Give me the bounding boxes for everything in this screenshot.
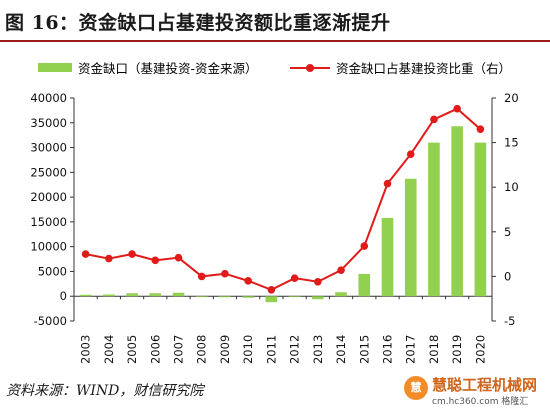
watermark-logo-icon: 慧 <box>404 376 428 400</box>
bar <box>451 126 463 297</box>
y-left-tick-label: 10000 <box>30 240 67 254</box>
x-tick-label: 2017 <box>404 335 418 364</box>
line-point <box>383 179 392 188</box>
legend-item-line: 资金缺口占基建投资比重（右） <box>290 58 511 77</box>
x-tick-label: 2008 <box>195 335 209 364</box>
y-right-tick-label: 0 <box>504 269 511 283</box>
y-left-tick-label: 35000 <box>30 116 67 130</box>
line-point <box>406 150 415 158</box>
bar <box>404 178 417 297</box>
title-bar: 图 16：资金缺口占基建投资额比重逐渐提升 <box>0 6 550 42</box>
x-tick-label: 2019 <box>450 335 464 364</box>
bar <box>172 292 185 297</box>
line-point <box>453 104 461 113</box>
x-tick-label: 2003 <box>79 335 93 364</box>
x-tick-label: 2016 <box>381 335 395 364</box>
line-point <box>314 277 322 286</box>
y-right-tick-label: 20 <box>504 91 519 105</box>
line-point <box>81 250 90 258</box>
x-tick-label: 2007 <box>172 335 186 364</box>
bar <box>474 142 487 297</box>
watermark-name: 慧聪工程机械网 <box>432 376 538 394</box>
legend: 资金缺口（基建投资-资金来源） 资金缺口占基建投资比重（右） <box>0 58 550 78</box>
x-tick-label: 2010 <box>241 335 255 364</box>
line-point <box>290 274 299 282</box>
bar <box>79 294 92 297</box>
y-left-tick-label: 40000 <box>30 91 67 105</box>
y-left-tick-label: 30000 <box>30 141 67 155</box>
line-point <box>174 253 183 262</box>
watermark: 慧 慧聪工程机械网 cm.hc360.com 格隆汇 <box>402 372 548 412</box>
chart-title: 图 16：资金缺口占基建投资额比重逐渐提升 <box>5 12 391 34</box>
bar <box>126 293 138 297</box>
bar <box>358 273 371 297</box>
y-left-tick-label: -5000 <box>34 314 67 328</box>
line-point <box>197 272 206 281</box>
x-tick-label: 2005 <box>125 335 139 364</box>
y-left-tick-label: 0 <box>60 289 67 303</box>
x-tick-label: 2013 <box>311 335 325 364</box>
x-tick-label: 2012 <box>288 335 302 364</box>
line-point <box>337 266 345 274</box>
line-point <box>360 242 369 250</box>
bar <box>381 217 394 297</box>
y-right-tick-label: 15 <box>504 136 519 150</box>
x-tick-label: 2018 <box>427 335 441 364</box>
x-tick-label: 2009 <box>218 335 232 364</box>
x-tick-label: 2020 <box>473 335 487 364</box>
x-tick-label: 2004 <box>102 335 116 364</box>
x-tick-label: 2011 <box>264 335 278 364</box>
x-tick-label: 2006 <box>148 335 162 364</box>
y-left-tick-label: 20000 <box>30 190 67 204</box>
line-point <box>221 269 229 278</box>
bar <box>195 296 208 298</box>
legend-item-bar: 资金缺口（基建投资-资金来源） <box>38 58 258 77</box>
bar <box>288 296 301 298</box>
bar <box>219 296 231 298</box>
line-point <box>128 250 136 258</box>
bar <box>312 296 324 300</box>
title-rule <box>0 40 550 42</box>
line-point <box>430 115 438 124</box>
legend-line-swatch <box>290 62 330 74</box>
bar <box>103 294 115 297</box>
y-left-tick-label: 5000 <box>38 264 67 278</box>
watermark-url: cm.hc360.com 格隆汇 <box>432 397 529 407</box>
bar <box>242 296 254 298</box>
line-point <box>476 125 485 134</box>
line-point <box>105 254 113 263</box>
line-series <box>85 107 482 291</box>
bar <box>428 142 440 297</box>
bar <box>149 293 162 297</box>
y-right-tick-label: 10 <box>504 180 519 194</box>
y-right-tick-label: -5 <box>504 314 515 328</box>
legend-line-label: 资金缺口占基建投资比重（右） <box>336 61 512 76</box>
line-point <box>244 277 252 285</box>
line-point <box>267 285 276 294</box>
line-point <box>151 256 160 265</box>
y-left-tick-label: 15000 <box>30 215 67 229</box>
bar <box>335 292 347 297</box>
y-right-tick-label: 5 <box>504 225 511 239</box>
y-left-tick-label: 25000 <box>30 165 67 179</box>
legend-bar-swatch <box>38 63 72 72</box>
bar <box>265 296 278 303</box>
source-note: 资料来源：WIND，财信研究院 <box>6 383 204 399</box>
x-tick-label: 2015 <box>357 335 371 364</box>
legend-bar-label: 资金缺口（基建投资-资金来源） <box>78 61 258 76</box>
x-tick-label: 2014 <box>334 335 348 364</box>
